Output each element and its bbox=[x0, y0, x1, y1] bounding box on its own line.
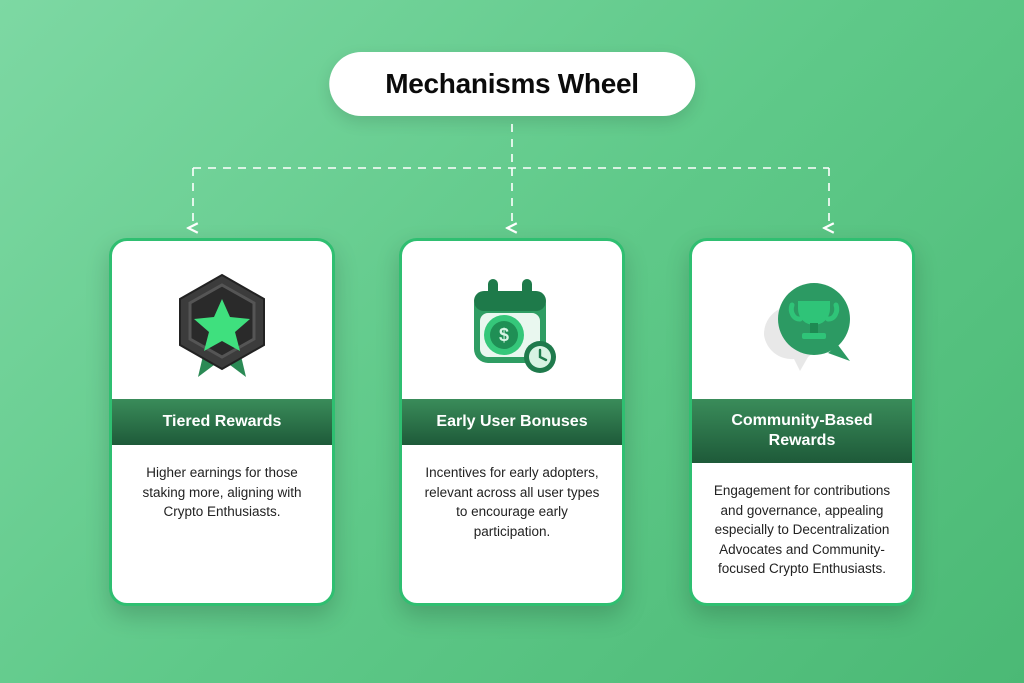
icon-area bbox=[112, 241, 332, 399]
trophy-chat-icon bbox=[742, 265, 862, 385]
card-title: Early User Bonuses bbox=[436, 412, 587, 432]
card-title-band: Tiered Rewards bbox=[112, 399, 332, 445]
connector-lines bbox=[0, 118, 1024, 258]
card-description: Incentives for early adopters, relevant … bbox=[402, 445, 622, 603]
card-description: Engagement for contributions and governa… bbox=[692, 463, 912, 603]
badge-star-icon bbox=[162, 265, 282, 385]
title-pill: Mechanisms Wheel bbox=[329, 52, 695, 116]
card-description: Higher earnings for those staking more, … bbox=[112, 445, 332, 603]
card-community-rewards: Community-Based Rewards Engagement for c… bbox=[689, 238, 915, 606]
icon-area: $ bbox=[402, 241, 622, 399]
calendar-coin-clock-icon: $ bbox=[452, 265, 572, 385]
svg-text:$: $ bbox=[499, 325, 509, 345]
cards-container: Tiered Rewards Higher earnings for those… bbox=[0, 238, 1024, 606]
page-title: Mechanisms Wheel bbox=[385, 68, 639, 100]
card-title: Tiered Rewards bbox=[163, 412, 282, 432]
card-title: Community-Based Rewards bbox=[702, 411, 902, 451]
icon-area bbox=[692, 241, 912, 399]
card-title-band: Early User Bonuses bbox=[402, 399, 622, 445]
card-early-user-bonuses: $ Early User Bonuses Incentives for earl… bbox=[399, 238, 625, 606]
card-tiered-rewards: Tiered Rewards Higher earnings for those… bbox=[109, 238, 335, 606]
card-title-band: Community-Based Rewards bbox=[692, 399, 912, 463]
